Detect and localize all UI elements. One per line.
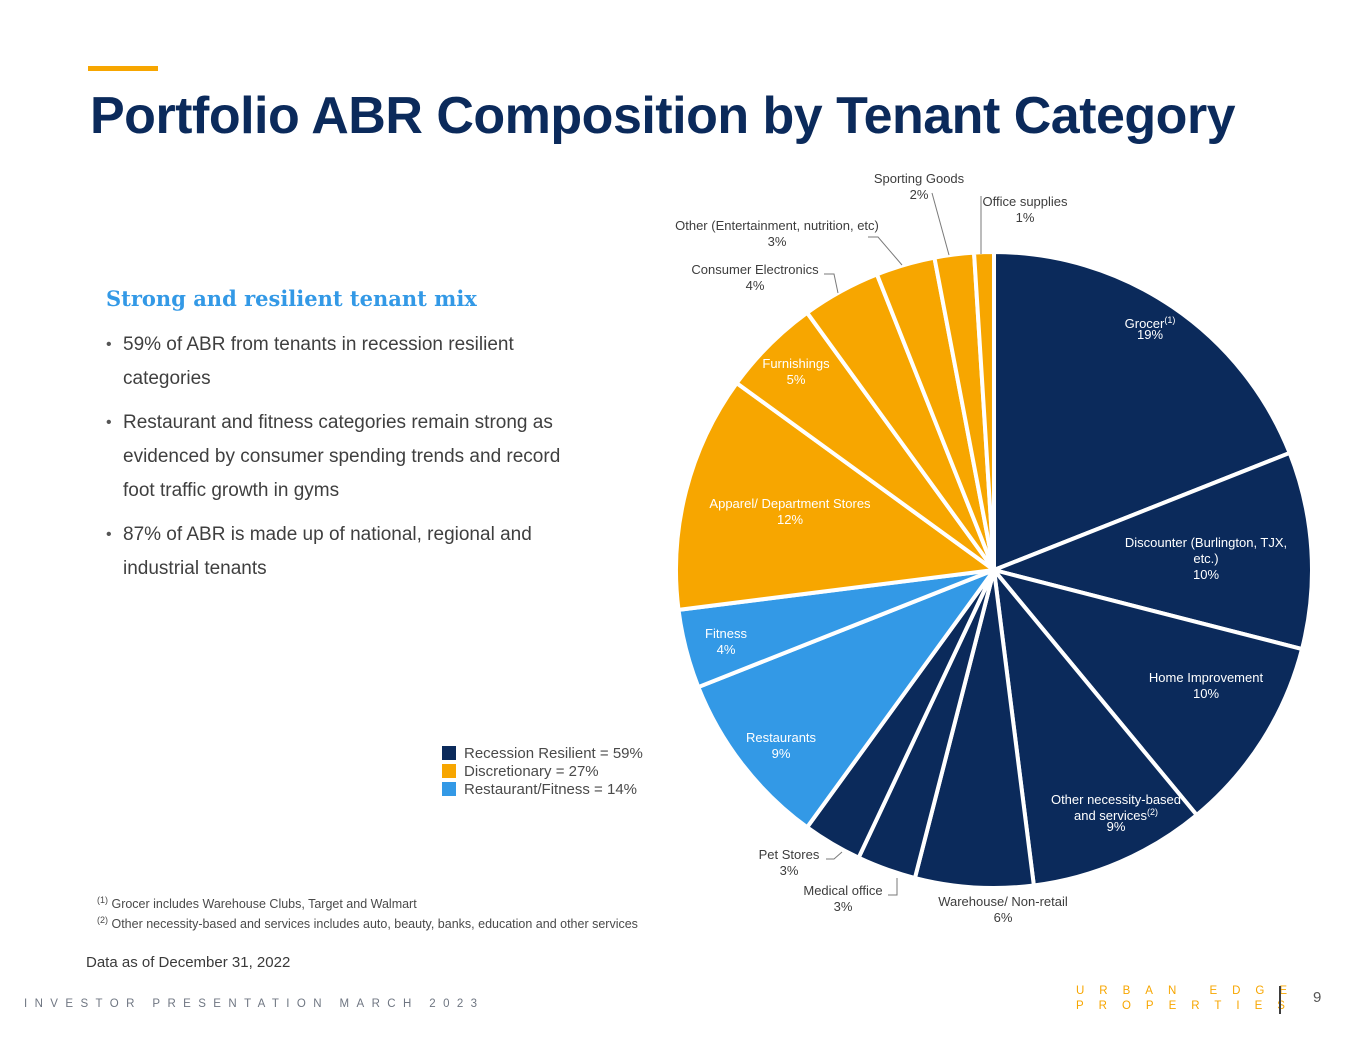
- pie-slice: [992, 568, 1199, 888]
- title-accent-bar: [88, 66, 158, 71]
- slice-label: Fitness 4%: [705, 626, 747, 657]
- footer-divider: [1279, 986, 1281, 1014]
- bullet-item: 87% of ABR is made up of national, regio…: [106, 518, 576, 586]
- leader-line: [931, 192, 950, 256]
- slice-label: Consumer Electronics 4%: [691, 262, 819, 293]
- legend-item-resilient: Recession Resilient = 59%: [442, 744, 643, 762]
- footnote-2: (2) Other necessity-based and services i…: [97, 912, 638, 932]
- pie-slice: [912, 568, 1036, 890]
- pie-slice: [674, 381, 996, 612]
- chart-legend: Recession Resilient = 59% Discretionary …: [442, 744, 643, 798]
- slice-label: Other (Entertainment, nutrition, etc) 3%: [675, 218, 879, 249]
- footnote-mark: (2): [97, 915, 108, 926]
- page-title: Portfolio ABR Composition by Tenant Cate…: [90, 87, 1236, 145]
- pie-slice: [992, 568, 1305, 818]
- slice-label: Other necessity-based and services(2) 9%: [1051, 792, 1181, 834]
- footnotes: (1) Grocer includes Warehouse Clubs, Tar…: [97, 892, 638, 932]
- leader-line: [824, 273, 839, 294]
- footnote-mark: (1): [97, 895, 108, 905]
- brand-line-1: URBAN EDGE: [1076, 985, 1303, 997]
- slice-label: Home Improvement 10%: [1149, 670, 1264, 701]
- legend-item-discretionary: Discretionary = 27%: [442, 762, 643, 780]
- data-as-of: Data as of December 31, 2022: [86, 954, 291, 971]
- legend-label: Discretionary = 27%: [464, 762, 599, 780]
- pie-slice: [972, 250, 996, 572]
- bullet-item: 59% of ABR from tenants in recession res…: [106, 328, 576, 396]
- page-number: 9: [1313, 989, 1322, 1006]
- legend-swatch: [442, 764, 456, 778]
- leader-line: [888, 878, 898, 896]
- legend-item-restaurant-fitness: Restaurant/Fitness = 14%: [442, 780, 643, 798]
- slice-label: Apparel/ Department Stores 12%: [709, 496, 871, 527]
- pie-slice: [696, 568, 996, 830]
- footer-presentation-label: INVESTOR PRESENTATION MARCH 2023: [24, 998, 485, 1010]
- slice-label: Office supplies 1%: [982, 194, 1068, 225]
- slice-label: Medical office 3%: [803, 883, 882, 914]
- section-subhead: Strong and resilient tenant mix: [106, 286, 477, 311]
- bullet-item: Restaurant and fitness categories remain…: [106, 406, 576, 508]
- bullet-list: 59% of ABR from tenants in recession res…: [106, 328, 576, 596]
- brand-logo: URBAN EDGE PROPERTIES: [1076, 984, 1302, 1014]
- footnote-text: Other necessity-based and services inclu…: [108, 917, 638, 932]
- pie-slice: [992, 250, 1292, 572]
- legend-swatch: [442, 782, 456, 796]
- legend-label: Recession Resilient = 59%: [464, 744, 643, 762]
- legend-label: Restaurant/Fitness = 14%: [464, 780, 638, 798]
- slice-label: Furnishings 5%: [762, 356, 830, 387]
- slice-label: Discounter (Burlington, TJX, etc.) 10%: [1125, 535, 1287, 582]
- slice-label: Sporting Goods 2%: [874, 171, 965, 202]
- slice-label: Restaurants 9%: [746, 730, 817, 761]
- footnote-text: Grocer includes Warehouse Clubs, Target …: [108, 897, 417, 912]
- pie-slice: [992, 450, 1314, 652]
- leader-line: [868, 236, 903, 266]
- slice-label: Warehouse/ Non-retail 6%: [938, 894, 1068, 925]
- slice-label: Grocer(1) 19%: [1125, 315, 1176, 342]
- legend-swatch: [442, 746, 456, 760]
- footnote-1: (1) Grocer includes Warehouse Clubs, Tar…: [97, 892, 638, 912]
- slice-label: Pet Stores 3%: [759, 847, 820, 878]
- leader-line: [826, 851, 843, 860]
- brand-line-2: PROPERTIES: [1076, 1000, 1300, 1012]
